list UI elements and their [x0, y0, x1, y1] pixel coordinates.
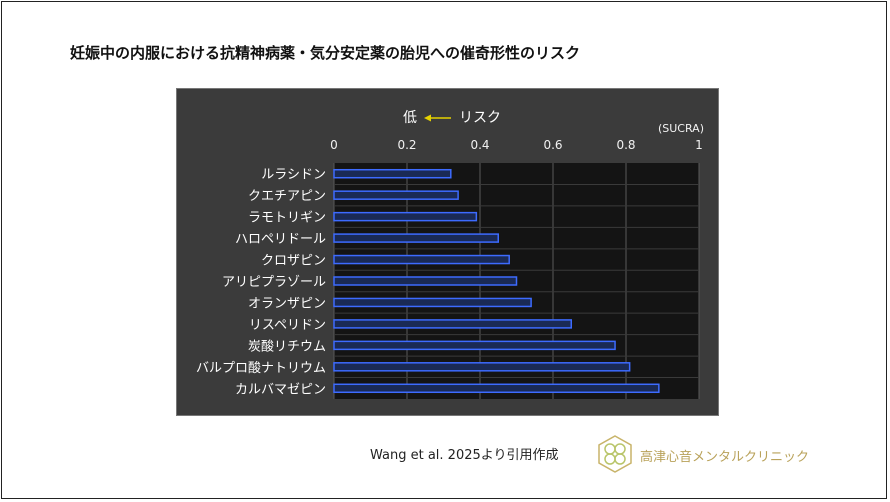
risk-low-label: 低 — [403, 110, 417, 126]
category-label: 炭酸リチウム — [248, 339, 326, 354]
x-tick-label: 1 — [695, 138, 703, 152]
bar — [333, 276, 518, 286]
x-tick-label: 0.6 — [543, 138, 562, 152]
bar — [333, 211, 478, 222]
bar — [333, 319, 572, 329]
x-tick-label: 0 — [330, 138, 338, 152]
category-label: アリピプラゾール — [222, 275, 326, 290]
category-label: バルプロ酸ナトリウム — [196, 361, 326, 376]
bar — [333, 340, 616, 351]
bar — [333, 233, 499, 243]
risk-arrow-icon — [424, 114, 431, 122]
category-label: ハロペリドール — [235, 232, 326, 247]
bar — [333, 168, 452, 179]
clinic-logo: 高津心音メンタルクリニック — [596, 434, 810, 474]
bar — [333, 297, 532, 308]
chart-title: リスク — [459, 110, 501, 126]
bar-chart: 0 0.2 0.4 0.6 0.8 1 ルラシドンクエチアピンラモトリギンハロペリドールクロ… — [196, 110, 704, 399]
page-title: 妊娠中の内服における抗精神病薬・気分安定薬の胎児への催奇形性のリスク — [70, 44, 581, 62]
category-label: オランザピン — [248, 296, 326, 311]
citation-text: Wang et al. 2025より引用作成 — [370, 448, 559, 463]
category-label: ルラシドン — [261, 168, 326, 183]
category-label: クエチアピン — [248, 189, 326, 204]
bar — [333, 383, 660, 394]
clinic-name: 高津心音メンタルクリニック — [640, 450, 810, 465]
clinic-logo-icon — [598, 435, 632, 473]
category-label: カルバマゼピン — [235, 382, 326, 397]
unit-label: (SUCRA) — [658, 122, 704, 135]
category-label: ラモトリギン — [248, 211, 326, 226]
category-label: リスペリドン — [249, 318, 326, 333]
x-tick-label: 0.4 — [470, 138, 489, 152]
bar — [333, 254, 510, 265]
x-tick-label: 0.2 — [397, 138, 416, 152]
x-tick-label: 0.8 — [616, 138, 635, 152]
bar — [333, 190, 459, 200]
bar — [333, 362, 631, 372]
chart-panel: 0 0.2 0.4 0.6 0.8 1 ルラシドンクエチアピン ラモトリギンハロペリドールクロ… — [176, 88, 719, 416]
category-label: クロザピン — [261, 254, 326, 269]
